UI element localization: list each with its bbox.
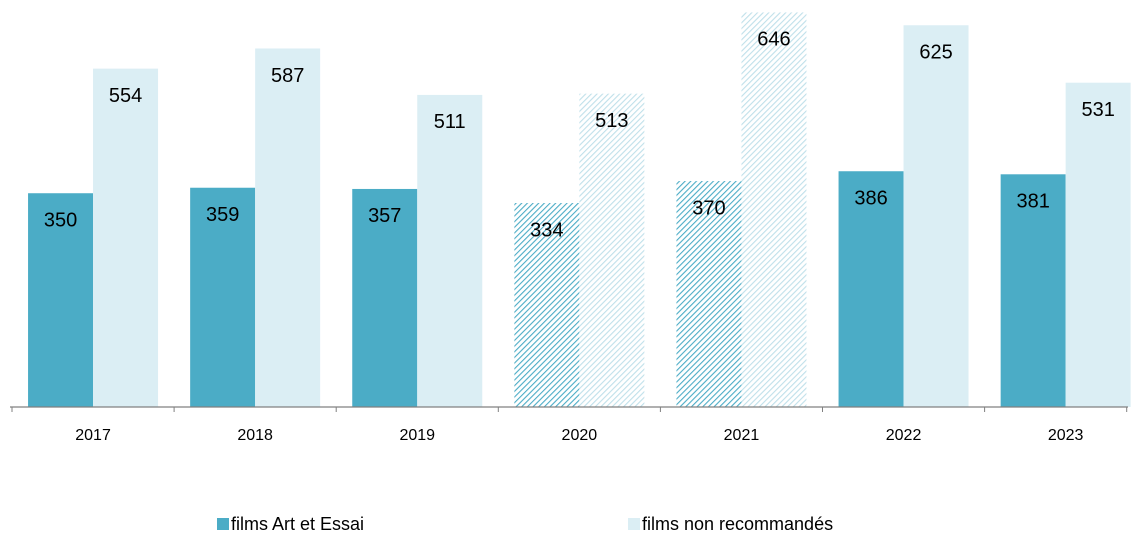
bar bbox=[903, 25, 969, 408]
x-tick-label: 2020 bbox=[562, 427, 598, 444]
bar bbox=[514, 203, 580, 407]
data-label: 350 bbox=[44, 210, 77, 232]
x-tick-label: 2019 bbox=[399, 427, 435, 444]
x-tick-label: 2023 bbox=[1048, 427, 1084, 444]
data-label: 587 bbox=[271, 65, 304, 87]
x-tick-label: 2018 bbox=[237, 427, 273, 444]
legend-label: films non recommandés bbox=[642, 514, 833, 534]
bar bbox=[93, 68, 159, 407]
legend-swatch bbox=[628, 518, 640, 530]
x-tick-label: 2022 bbox=[886, 427, 922, 444]
legend-label: films Art et Essai bbox=[231, 514, 364, 534]
data-label: 386 bbox=[854, 188, 887, 210]
bar bbox=[838, 171, 904, 407]
data-label: 334 bbox=[530, 219, 563, 241]
x-tick-label: 2021 bbox=[724, 427, 760, 444]
data-label: 513 bbox=[595, 110, 628, 132]
data-label: 531 bbox=[1081, 99, 1114, 121]
bar bbox=[676, 181, 742, 407]
data-label: 554 bbox=[109, 85, 142, 107]
data-label: 359 bbox=[206, 204, 239, 226]
bar bbox=[255, 48, 321, 408]
data-label: 381 bbox=[1016, 191, 1049, 213]
data-label: 511 bbox=[434, 111, 466, 133]
bar bbox=[28, 193, 94, 407]
bar bbox=[190, 187, 256, 407]
legend-swatch bbox=[217, 518, 229, 530]
bar bbox=[579, 93, 645, 407]
data-label: 646 bbox=[757, 29, 790, 51]
bar bbox=[352, 188, 418, 407]
x-tick-label: 2017 bbox=[75, 427, 111, 444]
bar bbox=[1000, 174, 1066, 407]
data-label: 357 bbox=[368, 205, 401, 227]
bar bbox=[1065, 82, 1131, 407]
data-label: 625 bbox=[919, 42, 952, 64]
data-label: 370 bbox=[692, 197, 725, 219]
bar bbox=[741, 12, 807, 407]
bar bbox=[417, 94, 483, 408]
